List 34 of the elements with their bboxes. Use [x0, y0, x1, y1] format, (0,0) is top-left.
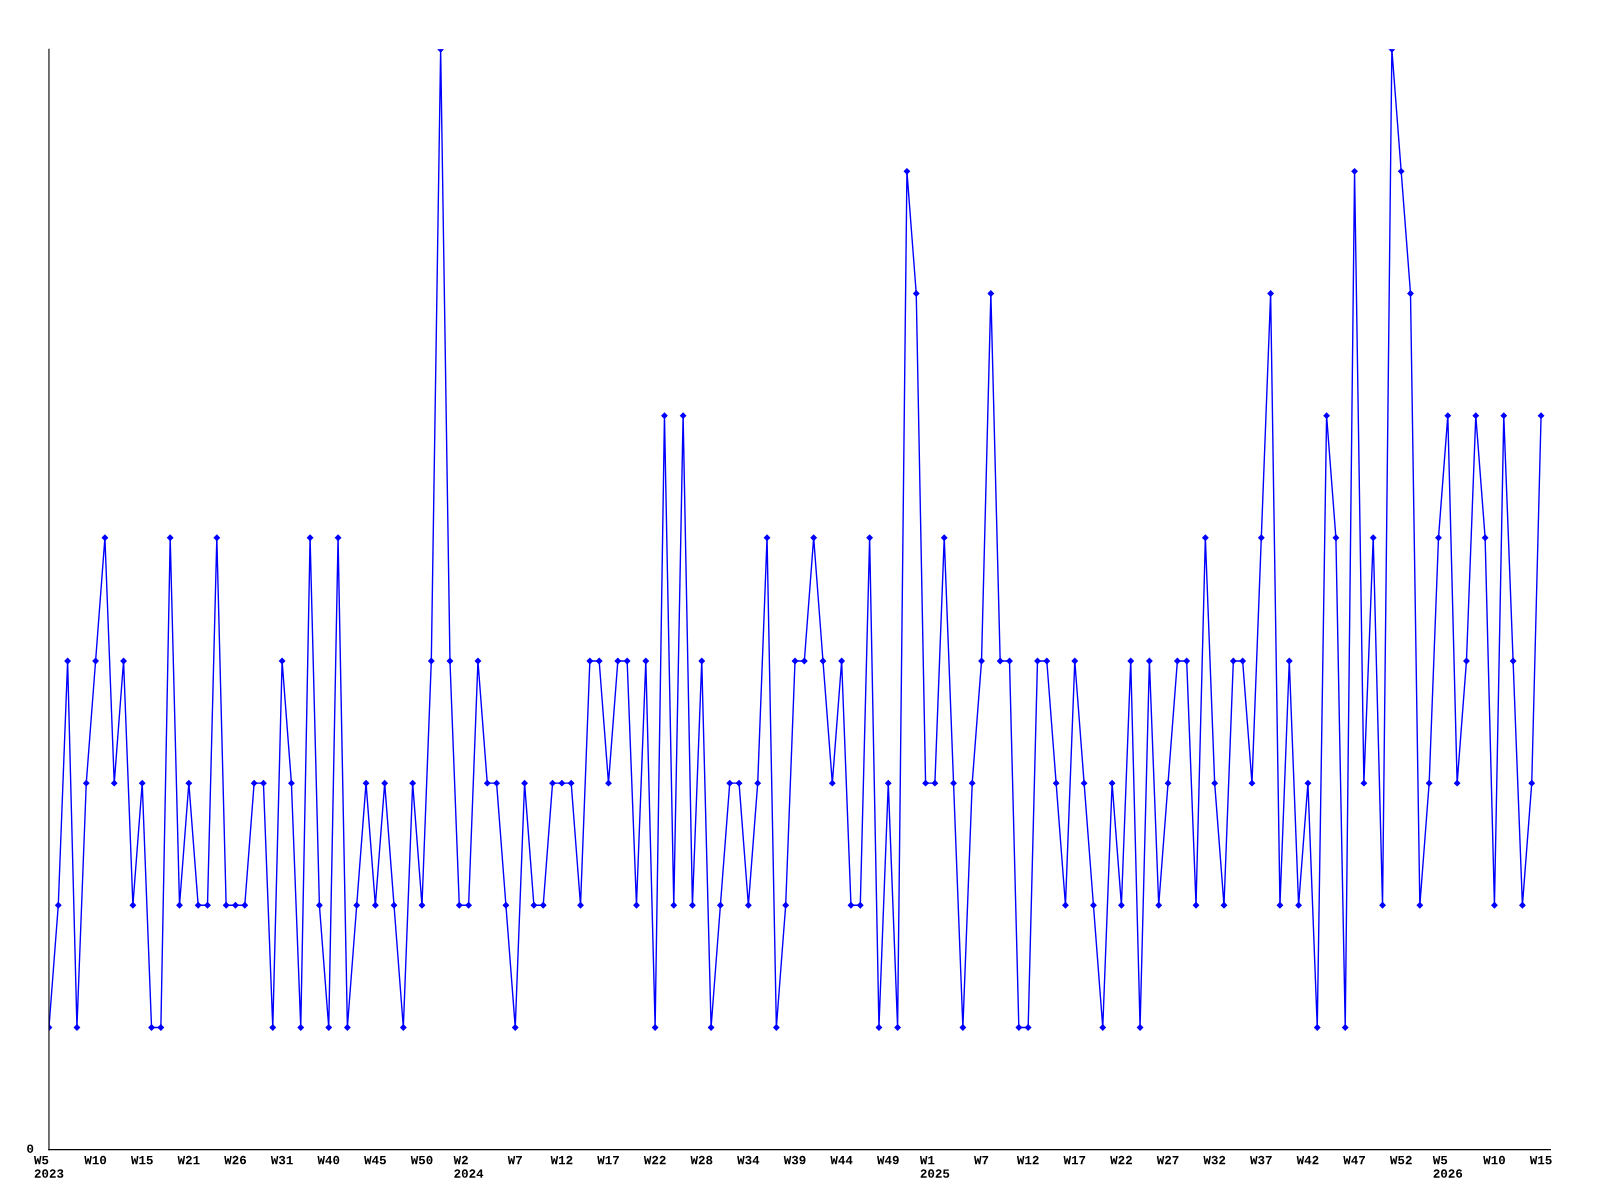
x-tick-label: W7 [507, 1155, 522, 1165]
x-tick-label: W15 [130, 1155, 153, 1165]
x-tick-label: W34 [737, 1155, 760, 1165]
x-tick-label: W22 [1110, 1155, 1132, 1165]
x-tick-label: W12 [550, 1155, 573, 1165]
x-tick-label: W40 [317, 1155, 340, 1165]
text: 0 [27, 1144, 34, 1153]
x-tick-label: W1 2025 [919, 1155, 950, 1178]
x-tick-label: W17 [597, 1155, 619, 1165]
x-tick-label: W37 [1250, 1155, 1272, 1165]
x-tick-label: W31 [270, 1155, 293, 1165]
x-tick-label: W12 [1016, 1155, 1039, 1165]
x-tick-label: W49 [877, 1155, 899, 1165]
x-tick-label: W52 [1389, 1155, 1412, 1165]
x-tick-label: W2 2024 [453, 1155, 484, 1178]
x-tick-label: W47 [1343, 1155, 1365, 1165]
x-tick-label: W28 [690, 1155, 713, 1165]
x-tick-label: W10 [84, 1155, 107, 1165]
x-tick-label: W7 [974, 1155, 989, 1165]
x-tick-label: W27 [1156, 1155, 1179, 1165]
x-tick-label: W32 [1203, 1155, 1226, 1165]
x-tick-label: W26 [224, 1155, 247, 1165]
x-tick-label: W17 [1063, 1155, 1086, 1165]
x-tick-label: W42 [1296, 1155, 1319, 1165]
x-tick-label: W45 [364, 1155, 386, 1165]
x-tick-label: W10 [1483, 1155, 1505, 1165]
x-tick-label: W5 2023 [33, 1155, 64, 1178]
x-tick-label: W44 [830, 1155, 853, 1165]
x-tick-label: W39 [783, 1155, 806, 1165]
x-tick-label: W5 2026 [1432, 1155, 1463, 1178]
x-tick-label: W21 [177, 1155, 200, 1165]
x-tick-label: W50 [410, 1155, 433, 1165]
x-tick-label: W22 [643, 1155, 666, 1165]
x-tick-label: W15 [1529, 1155, 1552, 1165]
